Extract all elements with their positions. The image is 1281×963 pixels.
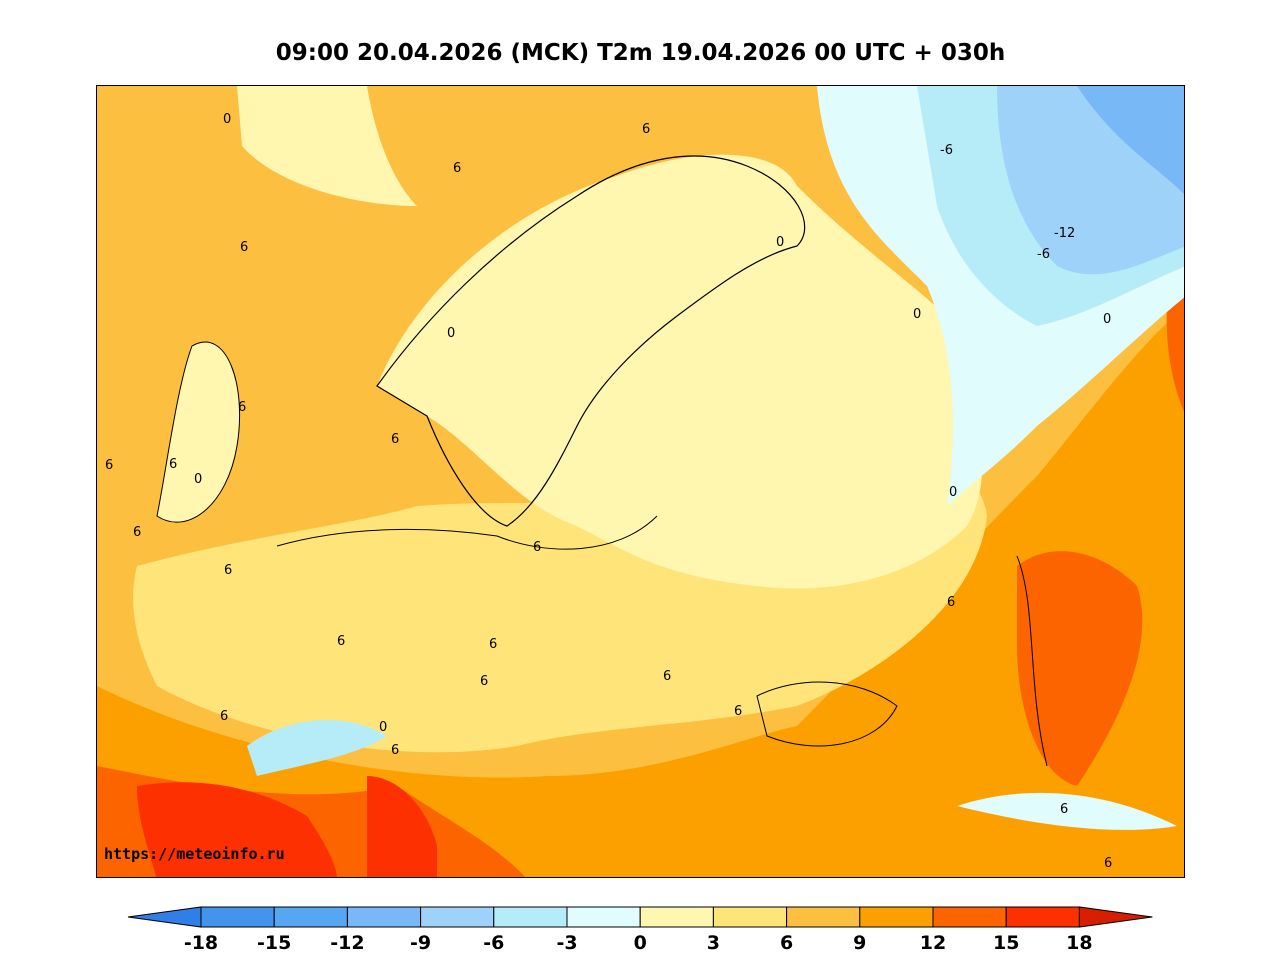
colorbar-tick-label: 6 (780, 932, 793, 954)
contour-label: 0 (379, 720, 387, 735)
watermark: https://meteoinfo.ru (104, 845, 285, 863)
contour-label: 0 (194, 472, 202, 487)
temperature-field: 6 0 6 6 0 6 6 0 6 6 6 -6 -12 -6 0 0 0 0 … (97, 86, 1184, 877)
contour-label: 6 (1060, 802, 1068, 817)
colorbar-segment (1005, 906, 1080, 928)
black-sea-coast (756, 681, 898, 747)
field-0-3-north (377, 154, 983, 589)
colorbar-tick-label: 12 (920, 932, 946, 954)
contour-label: 0 (447, 326, 455, 341)
contour-label: 6 (947, 595, 955, 610)
colorbar-segment (346, 906, 422, 928)
contour-label: 0 (776, 235, 784, 250)
contour-label: 6 (1104, 856, 1112, 871)
colorbar-segment (200, 906, 275, 928)
colorbar-tick-label: -15 (257, 932, 291, 954)
field-minus12-minus9 (1077, 86, 1184, 195)
field-15-18-italy (137, 782, 337, 877)
colorbar-tick-label: -18 (184, 932, 218, 954)
contour-label: 0 (949, 485, 957, 500)
colorbar-tick-label: 3 (707, 932, 720, 954)
contour-label: 6 (105, 458, 113, 473)
colorbar-tick-label: -9 (410, 932, 431, 954)
colorbar-segment (786, 906, 861, 928)
contour-label: 6 (391, 432, 399, 447)
europe-coastline (276, 515, 658, 550)
temperature-map: 6 0 6 6 0 6 6 0 6 6 6 -6 -12 -6 0 0 0 0 … (96, 85, 1185, 878)
contour-label: 6 (224, 563, 232, 578)
contour-label: 0 (1103, 312, 1111, 327)
field-alps (247, 719, 387, 776)
contour-label: 6 (453, 161, 461, 176)
contour-label: 6 (734, 704, 742, 719)
contour-label: 6 (337, 634, 345, 649)
scandinavia-coastline (376, 155, 806, 527)
contour-label: 6 (240, 240, 248, 255)
contour-label: -12 (1054, 226, 1075, 241)
contour-label: 6 (133, 525, 141, 540)
contour-label: 6 (391, 743, 399, 758)
field-0-3-ocean (237, 86, 417, 206)
field-15-18-balkans (367, 776, 437, 877)
colorbar-segment (566, 906, 641, 928)
caspian-coast (1016, 555, 1048, 767)
field-12-15-east (1017, 551, 1143, 786)
contour-label: 6 (169, 457, 177, 472)
colorbar-tick-label: 18 (1066, 932, 1092, 954)
contour-label: 6 (533, 540, 541, 555)
contour-label: 6 (480, 674, 488, 689)
colorbar-extend-high (1078, 906, 1153, 928)
colorbar: -18 -15 -12 -9 -6 -3 0 3 6 9 12 15 18 (127, 906, 1153, 954)
colorbar-tick-label: 9 (853, 932, 866, 954)
contour-label: 6 (663, 669, 671, 684)
contour-label: 6 (642, 122, 650, 137)
contour-label: 0 (913, 307, 921, 322)
colorbar-tick-label: -12 (330, 932, 364, 954)
colorbar-segment (273, 906, 348, 928)
contour-label: 0 (223, 112, 231, 127)
field-caucasus (957, 792, 1177, 830)
colorbar-tick-label: -6 (483, 932, 504, 954)
colorbar-tick-label: 0 (634, 932, 647, 954)
contour-label: -6 (1037, 247, 1050, 262)
colorbar-segment (420, 906, 495, 928)
colorbar-segment (859, 906, 934, 928)
contour-label: 6 (238, 400, 246, 415)
contour-label: 6 (220, 709, 228, 724)
colorbar-tick-label: 15 (993, 932, 1019, 954)
colorbar-segment (639, 906, 714, 928)
colorbar-segment (493, 906, 568, 928)
colorbar-tick-label: -3 (556, 932, 577, 954)
field-12-15-ne (1166, 288, 1184, 412)
contour-label: -6 (940, 143, 953, 158)
map-title: 09:00 20.04.2026 (MCK) T2m 19.04.2026 00… (275, 40, 1006, 66)
contour-label: 6 (489, 637, 497, 652)
colorbar-segment (932, 906, 1007, 928)
colorbar-extend-low (127, 906, 202, 928)
uk-landmass (156, 341, 241, 523)
colorbar-segment (712, 906, 788, 928)
